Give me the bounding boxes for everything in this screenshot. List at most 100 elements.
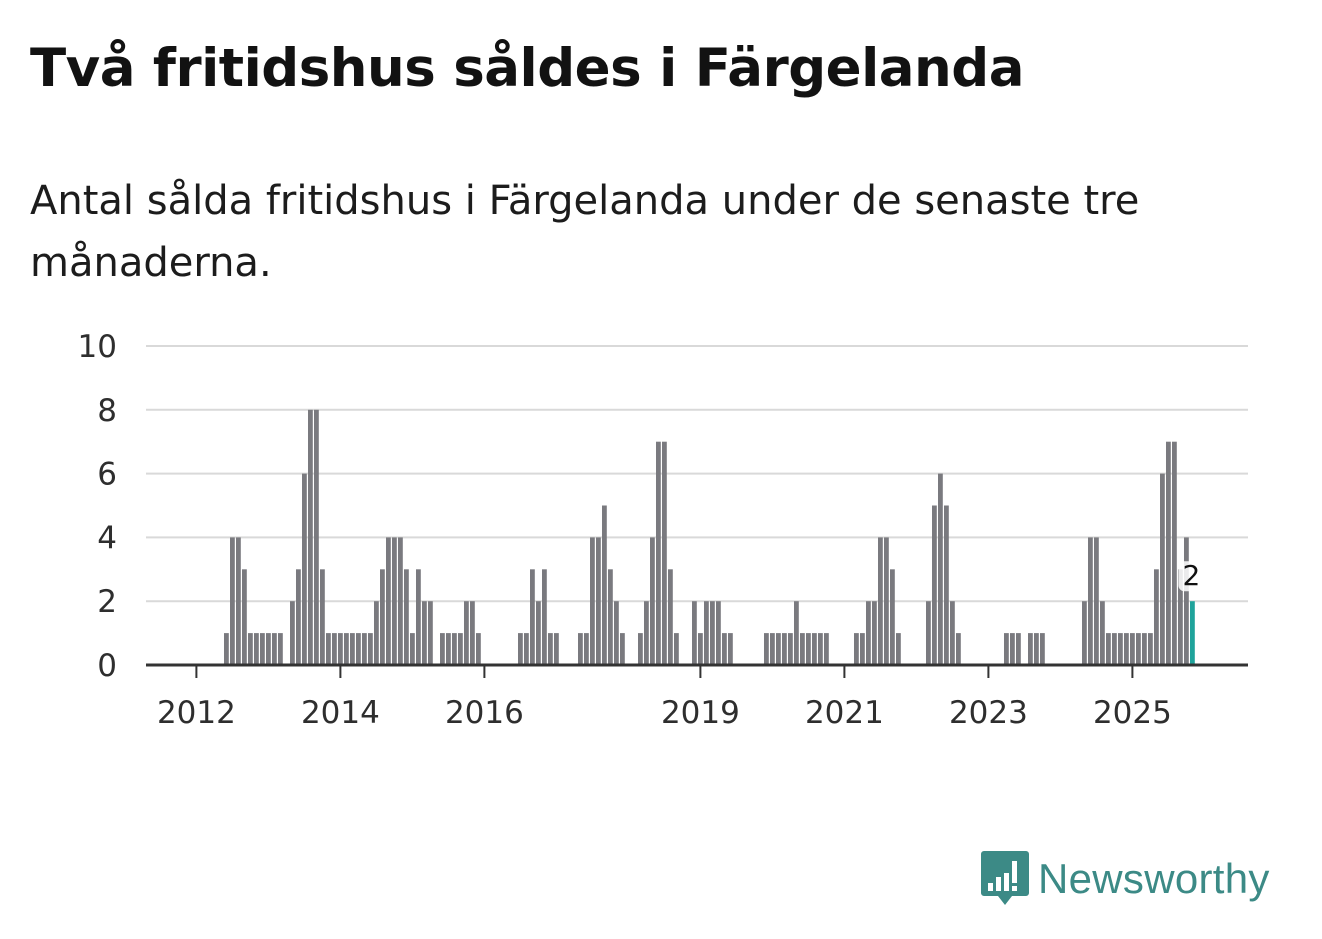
y-tick-label: 4 [97, 520, 117, 556]
bar [290, 601, 295, 665]
bar [374, 601, 379, 665]
x-tick-label: 2019 [661, 695, 740, 731]
bar [524, 633, 529, 665]
bar [536, 601, 541, 665]
bar [1088, 537, 1093, 665]
bar [698, 633, 703, 665]
chart-subtitle: Antal sålda fritidshus i Färgelanda unde… [30, 178, 1140, 286]
bar [770, 633, 775, 665]
bar [1106, 633, 1111, 665]
bar [518, 633, 523, 665]
newsworthy-logo-icon [981, 851, 1029, 905]
bar [368, 633, 373, 665]
bar [332, 633, 337, 665]
bar [866, 601, 871, 665]
bar [1034, 633, 1039, 665]
bar [1112, 633, 1117, 665]
bar [764, 633, 769, 665]
bar [782, 633, 787, 665]
bar [812, 633, 817, 665]
bar [710, 601, 715, 665]
bar [1142, 633, 1147, 665]
bar [1154, 569, 1159, 665]
bar [950, 601, 955, 665]
brand-logo: Newsworthy [980, 848, 1270, 910]
bar [1124, 633, 1129, 665]
bar [260, 633, 265, 665]
bar [956, 633, 961, 665]
bar [326, 633, 331, 665]
x-tick-label: 2021 [805, 695, 884, 731]
bar [1016, 633, 1021, 665]
data-label-bg [1178, 561, 1207, 592]
bar [1010, 633, 1015, 665]
bar [338, 633, 343, 665]
bar [806, 633, 811, 665]
bar [278, 633, 283, 665]
chart-title: Två fritidshus såldes i Färgelanda [30, 38, 1024, 99]
bar [314, 409, 319, 665]
bar [1004, 633, 1009, 665]
bar [302, 473, 307, 665]
bar [944, 505, 949, 665]
bar [1148, 633, 1153, 665]
data-label: 2 [1182, 559, 1200, 592]
bar [1118, 633, 1123, 665]
bar [1040, 633, 1045, 665]
bar [1136, 633, 1141, 665]
bar [938, 473, 943, 665]
bar [440, 633, 445, 665]
bar [296, 569, 301, 665]
bar [1166, 441, 1171, 665]
bar [1028, 633, 1033, 665]
bar [416, 569, 421, 665]
bar [308, 409, 313, 665]
bar [1082, 601, 1087, 665]
bar [386, 537, 391, 665]
x-tick-label: 2016 [445, 695, 524, 731]
y-tick-label: 10 [78, 329, 117, 365]
bar [1184, 537, 1189, 665]
bar [458, 633, 463, 665]
bar [884, 537, 889, 665]
y-tick-label: 2 [97, 584, 117, 620]
bar [548, 633, 553, 665]
bar [692, 601, 697, 665]
bar [656, 441, 661, 665]
bar [818, 633, 823, 665]
brand-name: Newsworthy [1038, 855, 1270, 902]
bar [728, 633, 733, 665]
bar [674, 633, 679, 665]
bar [224, 633, 229, 665]
bar [662, 441, 667, 665]
bar [788, 633, 793, 665]
bar [650, 537, 655, 665]
bar [800, 633, 805, 665]
bar [578, 633, 583, 665]
bar [608, 569, 613, 665]
bar [362, 633, 367, 665]
bar [584, 633, 589, 665]
bar [896, 633, 901, 665]
bar [242, 569, 247, 665]
bar [620, 633, 625, 665]
bar [602, 505, 607, 665]
bar [266, 633, 271, 665]
bar [356, 633, 361, 665]
bar [824, 633, 829, 665]
bar [464, 601, 469, 665]
bar [860, 633, 865, 665]
bar [776, 633, 781, 665]
bar [446, 633, 451, 665]
bar [644, 601, 649, 665]
bar [716, 601, 721, 665]
bar [1094, 537, 1099, 665]
bar [854, 633, 859, 665]
bar [1190, 601, 1195, 665]
bar [794, 601, 799, 665]
bar [554, 633, 559, 665]
bar [428, 601, 433, 665]
bar [596, 537, 601, 665]
bar [542, 569, 547, 665]
